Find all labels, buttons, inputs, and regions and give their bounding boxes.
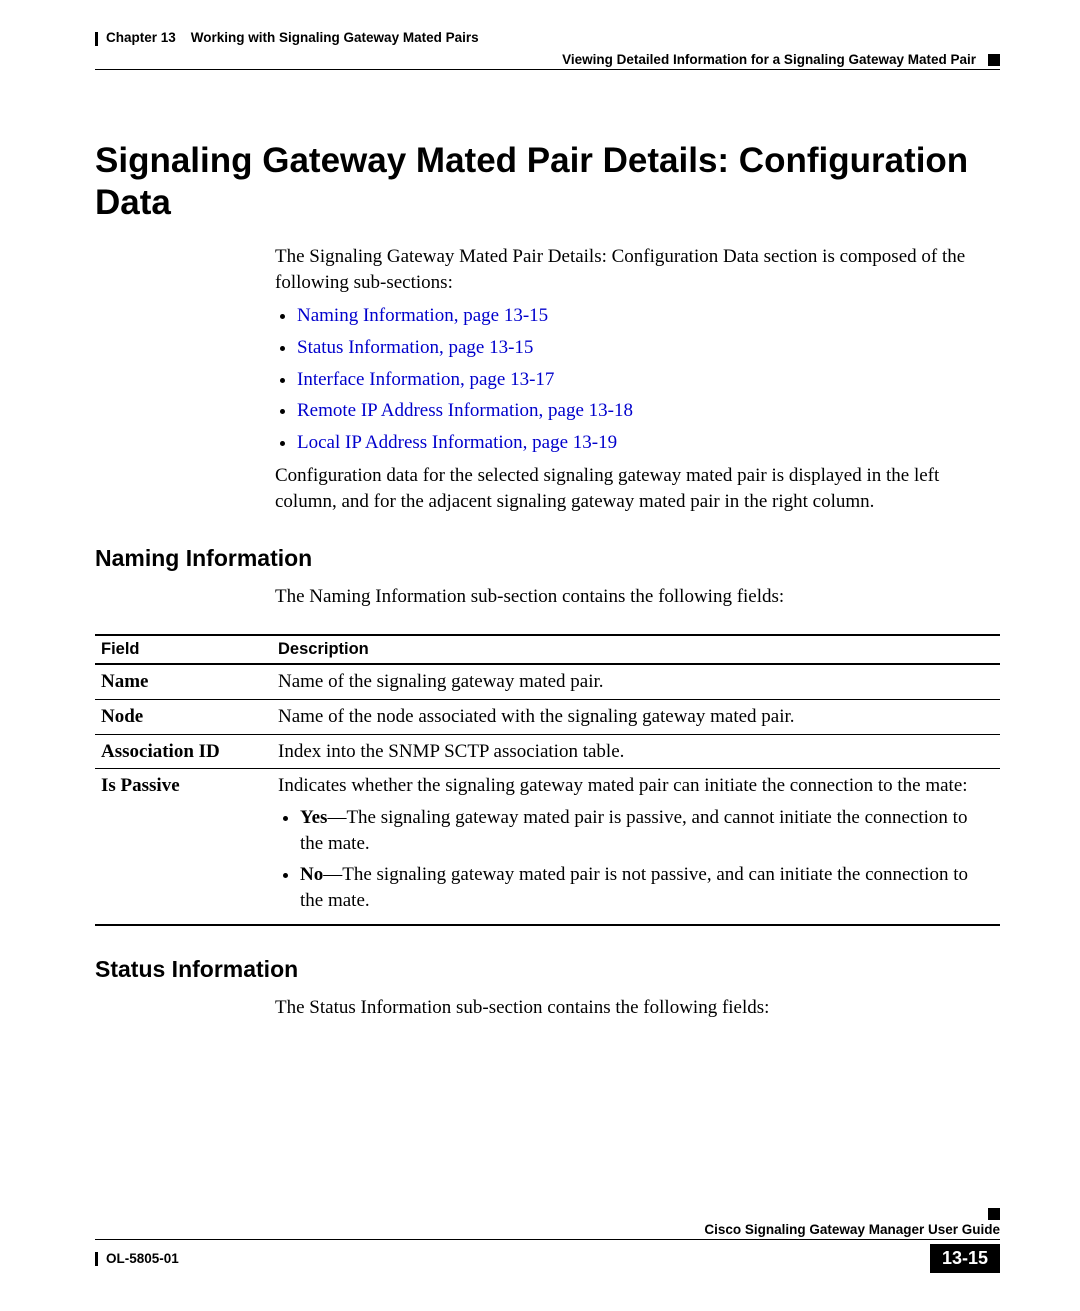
page-subheader: Viewing Detailed Information for a Signa… — [562, 52, 976, 67]
is-passive-intro: Indicates whether the signaling gateway … — [278, 775, 968, 796]
table-header-row: Field Description — [95, 635, 1000, 664]
link-local-ip-info[interactable]: Local IP Address Information, page 13-19 — [297, 432, 617, 453]
intro-block: The Signaling Gateway Mated Pair Details… — [275, 244, 1000, 515]
yes-text: —The signaling gateway mated pair is pas… — [300, 807, 967, 854]
section2-intro: The Status Information sub-section conta… — [275, 995, 1000, 1021]
footer-guide-title: Cisco Signaling Gateway Manager User Gui… — [704, 1222, 1000, 1237]
link-remote-ip-info[interactable]: Remote IP Address Information, page 13-1… — [297, 400, 633, 421]
cell-field: Association ID — [95, 734, 272, 769]
is-passive-options: Yes—The signaling gateway mated pair is … — [278, 805, 994, 914]
chapter-title: Working with Signaling Gateway Mated Pai… — [191, 30, 479, 45]
page-number: 13-15 — [930, 1244, 1000, 1273]
link-status-info[interactable]: Status Information, page 13-15 — [297, 337, 533, 358]
table-row: Is Passive Indicates whether the signali… — [95, 769, 1000, 925]
table-row: Name Name of the signaling gateway mated… — [95, 664, 1000, 699]
no-label: No — [300, 864, 323, 885]
table-row: Association ID Index into the SNMP SCTP … — [95, 734, 1000, 769]
section-status-info: Status Information — [95, 956, 1000, 983]
section-marker-icon — [988, 54, 1000, 66]
cell-description: Indicates whether the signaling gateway … — [272, 769, 1000, 925]
footer-left: OL-5805-01 — [95, 1251, 179, 1266]
link-interface-info[interactable]: Interface Information, page 13-17 — [297, 369, 554, 390]
header-chapter: Chapter 13 Working with Signaling Gatewa… — [106, 30, 479, 45]
list-item: Interface Information, page 13-17 — [297, 367, 1000, 393]
cell-field: Node — [95, 700, 272, 735]
table-row: Node Name of the node associated with th… — [95, 700, 1000, 735]
yes-label: Yes — [300, 807, 327, 828]
footer-bar-icon — [95, 1252, 98, 1266]
th-field: Field — [95, 635, 272, 664]
page-footer: Cisco Signaling Gateway Manager User Gui… — [95, 1222, 1000, 1273]
list-item: Yes—The signaling gateway mated pair is … — [300, 805, 994, 856]
page-title: Signaling Gateway Mated Pair Details: Co… — [95, 140, 1000, 224]
cell-field: Is Passive — [95, 769, 272, 925]
header-bar-icon — [95, 32, 98, 46]
list-item: Local IP Address Information, page 13-19 — [297, 430, 1000, 456]
list-item: Naming Information, page 13-15 — [297, 303, 1000, 329]
section1-intro: The Naming Information sub-section conta… — [275, 584, 1000, 610]
no-text: —The signaling gateway mated pair is not… — [300, 864, 968, 911]
footer-doc-id: OL-5805-01 — [106, 1251, 179, 1266]
page-subheader-row: Viewing Detailed Information for a Signa… — [95, 52, 1000, 70]
footer-title-row: Cisco Signaling Gateway Manager User Gui… — [95, 1222, 1000, 1240]
link-naming-info[interactable]: Naming Information, page 13-15 — [297, 305, 548, 326]
list-item: Remote IP Address Information, page 13-1… — [297, 398, 1000, 424]
naming-info-table: Field Description Name Name of the signa… — [95, 634, 1000, 925]
cell-description: Index into the SNMP SCTP association tab… — [272, 734, 1000, 769]
section-naming-info: Naming Information — [95, 545, 1000, 572]
document-page: Chapter 13 Working with Signaling Gatewa… — [0, 0, 1080, 1311]
cell-field: Name — [95, 664, 272, 699]
post-text: Configuration data for the selected sign… — [275, 463, 1000, 514]
page-header: Chapter 13 Working with Signaling Gatewa… — [95, 30, 1000, 46]
footer-marker-icon — [988, 1208, 1000, 1220]
list-item: No—The signaling gateway mated pair is n… — [300, 862, 994, 913]
list-item: Status Information, page 13-15 — [297, 335, 1000, 361]
footer-bottom-row: OL-5805-01 13-15 — [95, 1244, 1000, 1273]
cell-description: Name of the signaling gateway mated pair… — [272, 664, 1000, 699]
th-description: Description — [272, 635, 1000, 664]
chapter-number: Chapter 13 — [106, 30, 176, 45]
toc-bullets: Naming Information, page 13-15 Status In… — [275, 303, 1000, 455]
intro-text: The Signaling Gateway Mated Pair Details… — [275, 244, 1000, 295]
cell-description: Name of the node associated with the sig… — [272, 700, 1000, 735]
